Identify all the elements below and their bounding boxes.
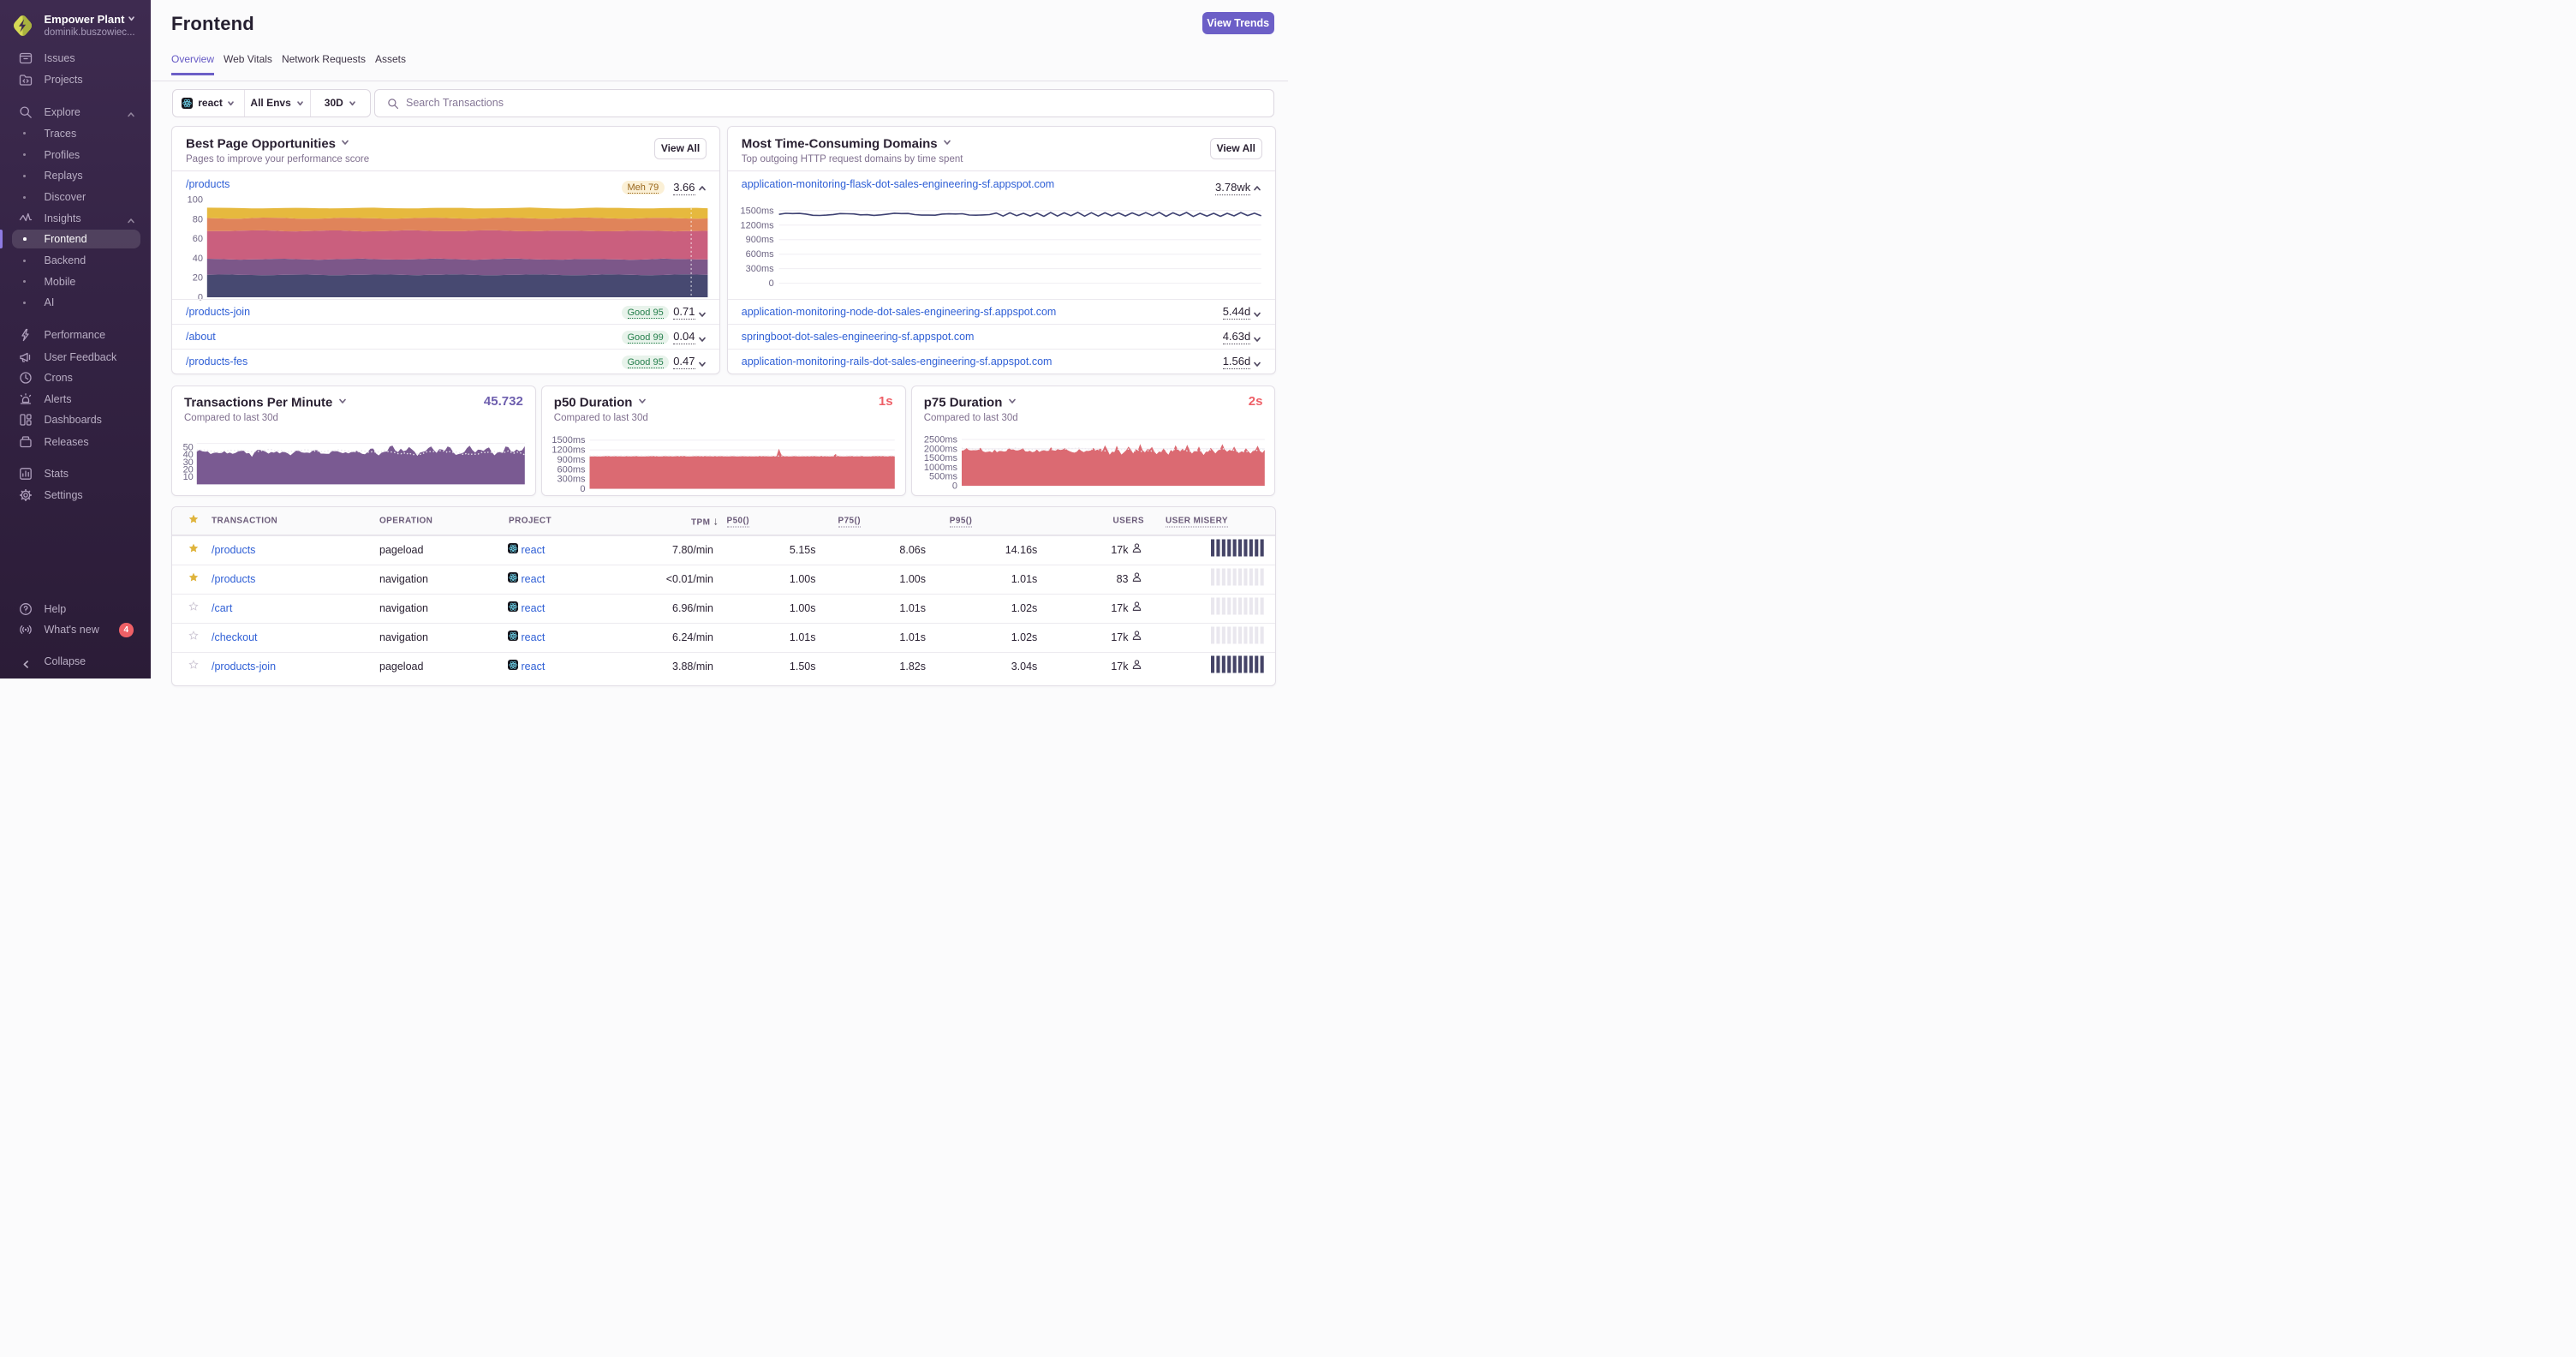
svg-text:900ms: 900ms	[745, 235, 774, 245]
svg-text:1000ms: 1000ms	[924, 463, 958, 473]
svg-text:60: 60	[193, 234, 203, 244]
svg-text:20: 20	[193, 273, 203, 284]
svg-text:40: 40	[193, 254, 203, 264]
svg-text:300ms: 300ms	[557, 475, 585, 485]
svg-text:100: 100	[188, 195, 203, 206]
svg-text:1500ms: 1500ms	[924, 453, 958, 463]
svg-text:2000ms: 2000ms	[924, 444, 958, 454]
svg-text:10: 10	[183, 472, 194, 482]
svg-text:600ms: 600ms	[745, 249, 774, 260]
svg-text:1200ms: 1200ms	[552, 445, 586, 456]
svg-text:300ms: 300ms	[745, 264, 774, 274]
svg-text:500ms: 500ms	[929, 472, 957, 482]
svg-text:0: 0	[198, 293, 203, 303]
svg-text:900ms: 900ms	[557, 455, 585, 465]
svg-text:1500ms: 1500ms	[552, 435, 586, 445]
svg-text:0: 0	[952, 481, 957, 491]
svg-text:1200ms: 1200ms	[740, 220, 774, 230]
svg-text:1500ms: 1500ms	[740, 206, 774, 216]
svg-text:80: 80	[193, 214, 203, 224]
svg-text:40: 40	[183, 450, 194, 460]
svg-text:0: 0	[580, 484, 585, 494]
svg-text:2500ms: 2500ms	[924, 435, 958, 445]
svg-text:20: 20	[183, 464, 194, 475]
svg-text:50: 50	[183, 442, 194, 452]
svg-text:30: 30	[183, 457, 194, 468]
svg-text:600ms: 600ms	[557, 464, 585, 475]
svg-text:0: 0	[768, 278, 773, 289]
